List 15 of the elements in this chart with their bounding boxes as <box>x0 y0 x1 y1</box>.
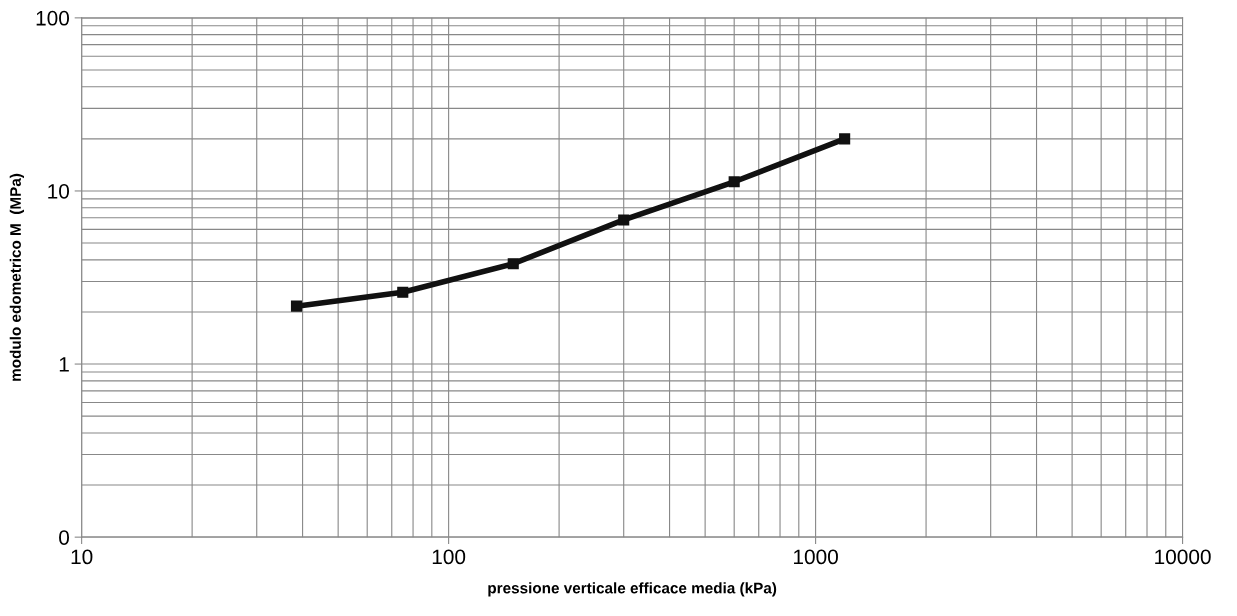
y-tick-label: 10 <box>48 183 70 199</box>
x-tick-label: 1000 <box>794 549 838 565</box>
point <box>728 176 740 188</box>
x-axis-title: pressione verticale efficace media (kPa) <box>488 582 777 597</box>
point <box>618 214 630 226</box>
x-tick-label: 10 <box>71 549 93 565</box>
x-tick-label: 10000 <box>1155 549 1211 565</box>
y-tick-label: 100 <box>36 10 70 26</box>
y-tick-label: 0 <box>59 530 70 545</box>
y-tick-label: 1 <box>59 357 69 372</box>
point <box>507 258 519 270</box>
x-tick-label: 100 <box>432 549 466 565</box>
y-axis-title: modulo edometrico M (MPa) <box>9 173 24 381</box>
point <box>839 133 851 145</box>
point <box>397 286 409 298</box>
